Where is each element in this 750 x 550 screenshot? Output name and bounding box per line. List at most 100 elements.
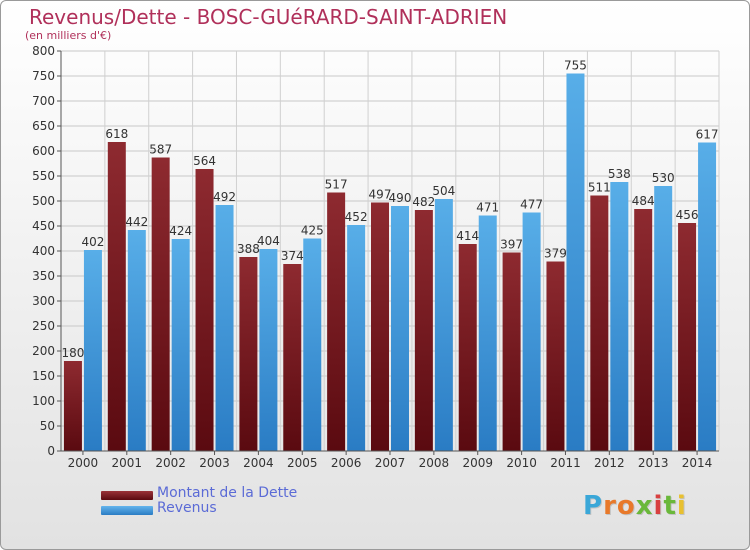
data-label-debt: 517 [325, 178, 348, 192]
data-label-revenus: 477 [520, 198, 543, 212]
bar-revenus [566, 73, 585, 451]
x-tick-label: 2003 [199, 456, 230, 470]
bar-revenus [610, 182, 629, 451]
y-tick-label: 100 [32, 394, 55, 408]
bar-debt [458, 244, 477, 451]
bar-revenus [259, 249, 278, 451]
data-label-revenus: 442 [125, 215, 148, 229]
y-tick-label: 600 [32, 144, 55, 158]
x-tick-label: 2013 [638, 456, 669, 470]
y-tick-label: 450 [32, 219, 55, 233]
x-tick-label: 2005 [287, 456, 318, 470]
legend-label-revenus: Revenus [157, 500, 217, 516]
bar-debt [371, 202, 389, 451]
y-tick-label: 750 [32, 69, 55, 83]
bar-revenus [171, 239, 190, 451]
bar-revenus [698, 142, 717, 451]
bar-debt [678, 223, 697, 451]
x-tick-label: 2007 [375, 456, 406, 470]
y-tick-label: 800 [32, 44, 55, 58]
bar-debt [283, 264, 302, 451]
bar-debt [239, 257, 258, 451]
bar-revenus [434, 199, 453, 451]
x-tick-label: 2009 [462, 456, 493, 470]
y-tick-label: 350 [32, 269, 55, 283]
data-label-debt: 397 [500, 238, 523, 252]
bar-debt [634, 209, 653, 451]
logo-letter: o [616, 491, 636, 521]
logo-letter: i [676, 491, 687, 521]
data-label-debt: 587 [149, 143, 172, 157]
x-tick-label: 2008 [419, 456, 450, 470]
x-tick-label: 2002 [155, 456, 186, 470]
bar-debt [590, 195, 609, 451]
bar-debt [63, 361, 82, 451]
y-tick-label: 50 [40, 419, 55, 433]
data-label-revenus: 490 [389, 191, 412, 205]
logo-letter: P [583, 491, 604, 521]
bar-debt [327, 192, 346, 451]
data-label-debt: 497 [369, 188, 392, 202]
bar-revenus [303, 238, 322, 451]
y-tick-label: 550 [32, 169, 55, 183]
data-label-debt: 618 [105, 127, 128, 141]
logo-letter: i [653, 491, 664, 521]
y-tick-label: 250 [32, 319, 55, 333]
data-label-revenus: 404 [257, 234, 280, 248]
legend-swatch-debt [101, 491, 153, 500]
data-label-revenus: 492 [213, 190, 236, 204]
bar-debt [414, 210, 433, 451]
data-label-revenus: 424 [169, 224, 192, 238]
y-tick-label: 0 [47, 444, 55, 458]
bar-revenus [522, 212, 541, 451]
y-tick-label: 650 [32, 119, 55, 133]
y-tick-label: 400 [32, 244, 55, 258]
data-label-debt: 456 [676, 208, 699, 222]
data-label-revenus: 530 [652, 171, 675, 185]
logo-letter: r [603, 491, 617, 521]
bar-debt [195, 169, 214, 451]
x-tick-label: 2001 [112, 456, 143, 470]
data-label-debt: 564 [193, 154, 216, 168]
x-tick-label: 2004 [243, 456, 274, 470]
data-label-debt: 484 [632, 194, 655, 208]
x-tick-label: 2010 [506, 456, 537, 470]
logo-letter: t [663, 491, 677, 521]
data-label-debt: 379 [544, 247, 567, 261]
data-label-revenus: 402 [81, 235, 104, 249]
y-tick-label: 700 [32, 94, 55, 108]
bar-revenus [478, 215, 497, 451]
chart-subtitle: (en milliers d'€) [25, 29, 112, 42]
y-tick-label: 300 [32, 294, 55, 308]
data-label-revenus: 425 [301, 224, 324, 238]
data-label-revenus: 452 [345, 210, 368, 224]
legend-swatch-revenus [101, 506, 153, 515]
legend-label-debt: Montant de la Dette [157, 485, 298, 501]
y-tick-label: 150 [32, 369, 55, 383]
data-label-debt: 482 [412, 195, 435, 209]
bar-debt [151, 157, 170, 451]
logo-letter: x [635, 491, 654, 521]
bar-revenus [215, 205, 234, 451]
data-label-revenus: 538 [608, 167, 631, 181]
data-label-debt: 511 [588, 181, 611, 195]
data-label-revenus: 617 [696, 128, 719, 142]
data-label-revenus: 504 [432, 184, 455, 198]
x-tick-label: 2011 [550, 456, 581, 470]
chart-title: Revenus/Dette - BOSC-GUéRARD-SAINT-ADRIE… [29, 5, 508, 29]
bar-debt [546, 261, 565, 451]
x-tick-label: 2014 [682, 456, 713, 470]
data-label-debt: 388 [237, 242, 260, 256]
y-tick-label: 200 [32, 344, 55, 358]
proxiti-logo: Proxiti [583, 491, 687, 521]
bar-debt [107, 142, 126, 451]
data-label-revenus: 755 [564, 59, 587, 73]
data-label-revenus: 471 [476, 201, 499, 215]
bar-debt [502, 252, 521, 451]
bar-revenus [391, 206, 409, 451]
data-label-debt: 414 [456, 229, 479, 243]
data-label-debt: 374 [281, 249, 304, 263]
data-label-debt: 180 [61, 346, 84, 360]
